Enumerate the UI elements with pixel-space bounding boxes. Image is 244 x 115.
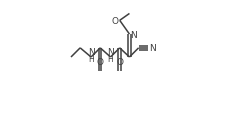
Text: O: O [97, 58, 104, 67]
Text: H: H [88, 55, 94, 64]
Text: N: N [131, 30, 137, 39]
Text: N: N [107, 48, 114, 57]
Text: O: O [112, 17, 119, 26]
Text: O: O [116, 58, 123, 67]
Text: N: N [88, 48, 94, 57]
Text: H: H [108, 55, 113, 64]
Text: N: N [149, 44, 155, 53]
